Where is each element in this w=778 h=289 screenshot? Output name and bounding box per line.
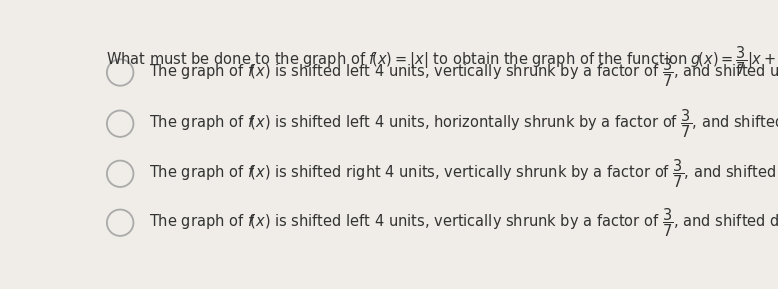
Text: The graph of $f\!\left(x\right)$ is shifted left 4 units, horizontally shrunk by: The graph of $f\!\left(x\right)$ is shif… xyxy=(149,108,778,140)
Text: What must be done to the graph of $f\!\left(x\right) = |x|$ to obtain the graph : What must be done to the graph of $f\!\l… xyxy=(107,45,778,77)
Text: The graph of $f\!\left(x\right)$ is shifted left 4 units, vertically shrunk by a: The graph of $f\!\left(x\right)$ is shif… xyxy=(149,206,778,239)
Text: The graph of $f\!\left(x\right)$ is shifted right 4 units, vertically shrunk by : The graph of $f\!\left(x\right)$ is shif… xyxy=(149,158,778,190)
Text: The graph of $f\!\left(x\right)$ is shifted left 4 units, vertically shrunk by a: The graph of $f\!\left(x\right)$ is shif… xyxy=(149,56,778,89)
